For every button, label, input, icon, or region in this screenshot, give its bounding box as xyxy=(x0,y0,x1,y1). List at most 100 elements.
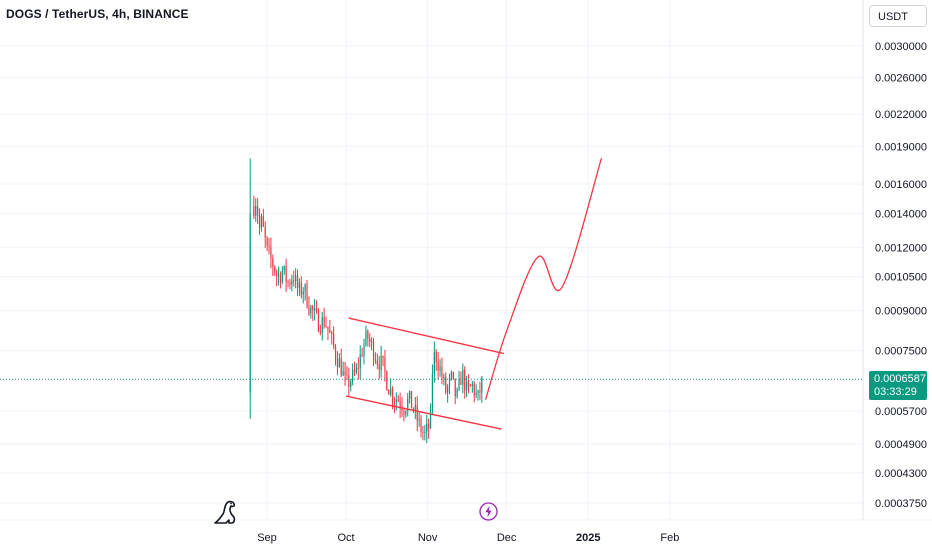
candle-body xyxy=(310,306,312,314)
candle-body xyxy=(429,407,432,428)
candle-body xyxy=(431,373,434,408)
candle-body xyxy=(257,206,259,216)
annotations-layer[interactable] xyxy=(345,158,603,430)
candle-body xyxy=(477,390,479,394)
candle-body xyxy=(253,205,255,216)
y-tick-label: 0.0004900 xyxy=(875,439,927,451)
candle-body xyxy=(386,371,388,391)
x-tick-label: 2025 xyxy=(576,532,600,544)
currency-selector-button[interactable]: USDT xyxy=(869,5,927,27)
candle-body xyxy=(283,266,285,271)
candle-body xyxy=(338,358,340,368)
candle-body xyxy=(456,389,458,397)
time-axis[interactable]: Sep Oct Nov Dec 2025 Feb xyxy=(257,532,679,544)
candle-body xyxy=(352,369,354,382)
candle-body xyxy=(454,378,456,397)
candle-body xyxy=(270,247,272,259)
candle-body xyxy=(281,270,283,283)
candle-body xyxy=(384,357,386,372)
candle-body xyxy=(304,284,306,292)
candle-body xyxy=(405,411,407,415)
candle-body xyxy=(475,393,477,396)
y-tick-label: 0.0010500 xyxy=(875,272,927,284)
candle-body xyxy=(348,375,350,387)
candle-body xyxy=(359,354,361,369)
candle-body xyxy=(458,378,460,390)
candle-body xyxy=(410,391,413,409)
candle-body xyxy=(388,390,390,395)
candle-body xyxy=(390,388,392,395)
y-tick-label: 0.0030000 xyxy=(875,41,927,53)
candle-body xyxy=(321,317,323,333)
candle-body xyxy=(260,216,263,228)
candle-body xyxy=(420,419,422,433)
y-tick-label: 0.0004300 xyxy=(875,468,927,480)
candle-body xyxy=(401,407,403,412)
candle-body xyxy=(319,331,321,333)
candle-body xyxy=(462,369,464,385)
candle-body xyxy=(479,390,481,393)
candle-body xyxy=(300,282,302,295)
candle-body xyxy=(302,291,304,295)
candle-body xyxy=(367,330,369,340)
candle-body xyxy=(266,237,268,246)
candle-body xyxy=(403,411,405,415)
y-tick-label: 0.0022000 xyxy=(875,109,927,121)
candle-body xyxy=(439,366,441,371)
candle-body xyxy=(306,284,308,307)
candle-body xyxy=(291,280,293,285)
candle-body xyxy=(448,377,451,387)
candle-body xyxy=(412,408,415,411)
y-tick-label: 0.0016000 xyxy=(875,179,927,191)
tradingview-dino-logo-icon[interactable] xyxy=(212,497,242,527)
candle-body xyxy=(397,399,399,402)
candle-body xyxy=(452,371,454,379)
candle-body xyxy=(289,282,291,285)
candle-body xyxy=(426,423,428,432)
candle-body xyxy=(333,333,335,347)
y-tick-label: 0.0026000 xyxy=(875,72,927,84)
candle-body xyxy=(293,280,295,282)
candle-body xyxy=(445,376,447,393)
candle-body xyxy=(340,358,342,376)
projection-path[interactable] xyxy=(484,158,603,400)
candle-body xyxy=(274,266,276,273)
candle-body xyxy=(277,274,280,276)
candle-body xyxy=(409,391,411,399)
channel-trendline[interactable] xyxy=(348,317,505,355)
candle-body xyxy=(473,383,475,396)
lightning-icon[interactable] xyxy=(479,502,498,521)
candle-body xyxy=(298,282,301,289)
candle-body xyxy=(355,367,358,373)
candle-body xyxy=(285,266,287,282)
candle-body xyxy=(481,377,483,393)
candle-body xyxy=(329,329,331,333)
y-tick-label: 0.0019000 xyxy=(875,141,927,153)
candle-body xyxy=(395,399,397,402)
channel-trendline[interactable] xyxy=(345,395,502,430)
candle-body xyxy=(467,381,470,386)
candle-body xyxy=(378,364,380,371)
candle-body xyxy=(374,360,377,362)
grid-layer xyxy=(0,0,863,520)
candle-body xyxy=(325,326,327,328)
candle-body xyxy=(249,213,251,393)
candle-body xyxy=(255,206,257,216)
candle-body xyxy=(323,317,325,327)
candle-body xyxy=(464,369,466,391)
candle-body xyxy=(317,310,320,332)
candle-body xyxy=(424,431,426,433)
candle-body xyxy=(279,274,282,283)
candle-body xyxy=(422,432,424,434)
candle-body xyxy=(334,346,337,360)
x-tick-label: Feb xyxy=(660,532,679,544)
last-price-badge: 0.0006587 03:33:29 xyxy=(869,371,927,401)
candle-body xyxy=(369,339,371,342)
candle-body xyxy=(262,216,264,227)
candle-body xyxy=(346,374,348,376)
candle-body xyxy=(376,360,378,365)
candle-body xyxy=(287,281,289,283)
candle-body xyxy=(407,398,409,412)
price-axis[interactable]: 0.0030000 0.0026000 0.0022000 0.0019000 0.00… xyxy=(875,41,927,510)
